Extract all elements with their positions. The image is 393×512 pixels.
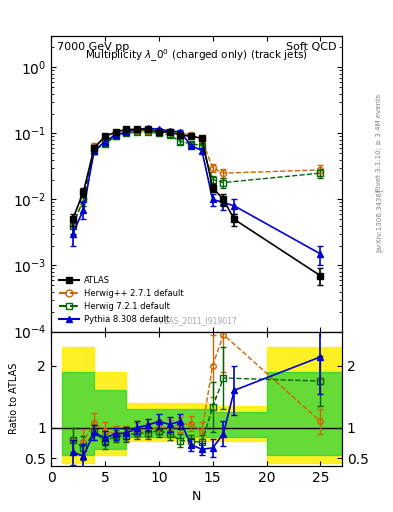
Text: Rivet 3.1.10; ≥ 3.4M events: Rivet 3.1.10; ≥ 3.4M events bbox=[376, 94, 382, 193]
Text: 7000 GeV pp: 7000 GeV pp bbox=[57, 42, 129, 52]
Y-axis label: Ratio to ATLAS: Ratio to ATLAS bbox=[9, 363, 19, 434]
Text: Soft QCD: Soft QCD bbox=[286, 42, 336, 52]
Text: Multiplicity $\lambda\_0^0$ (charged only) (track jets): Multiplicity $\lambda\_0^0$ (charged onl… bbox=[85, 48, 308, 65]
Legend: ATLAS, Herwig++ 2.7.1 default, Herwig 7.2.1 default, Pythia 8.308 default: ATLAS, Herwig++ 2.7.1 default, Herwig 7.… bbox=[55, 272, 187, 327]
Text: ATLAS_2011_I919017: ATLAS_2011_I919017 bbox=[156, 316, 237, 326]
Text: [arXiv:1306.3436]: [arXiv:1306.3436] bbox=[376, 188, 383, 252]
X-axis label: N: N bbox=[192, 490, 201, 503]
